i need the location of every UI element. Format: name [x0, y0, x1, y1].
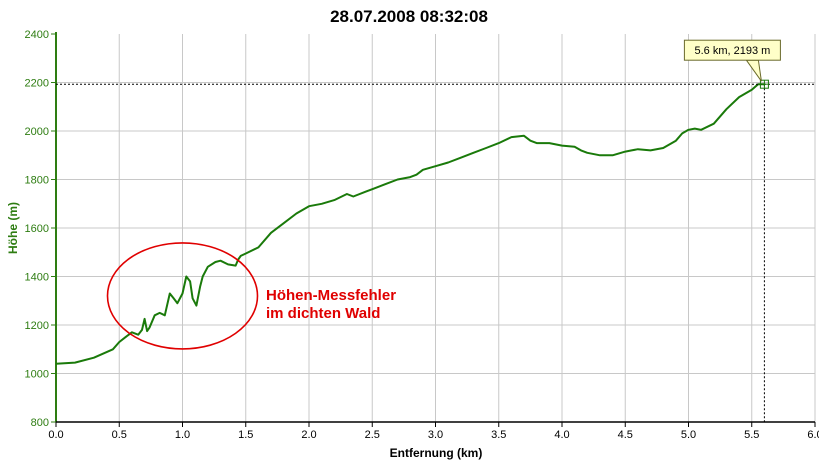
y-tick-label: 1400 — [25, 272, 49, 284]
x-tick-label: 0.0 — [48, 429, 63, 441]
x-tick-label: 2.5 — [365, 429, 380, 441]
y-tick-label: 1600 — [25, 223, 49, 235]
x-tick-label: 3.0 — [428, 429, 443, 441]
y-tick-label: 2000 — [25, 126, 49, 138]
x-tick-label: 5.5 — [744, 429, 759, 441]
annotation: Höhen-Messfehler im dichten Wald — [106, 242, 396, 350]
crosshair[interactable]: 5.6 km, 2193 m — [56, 39, 815, 422]
y-tick-label: 800 — [31, 417, 49, 429]
y-ticks: 800 1000 1200 1400 1600 1800 2000 2200 2400 — [25, 29, 56, 429]
tooltip-label: 5.6 km, 2193 m — [694, 45, 770, 57]
x-tick-label: 6.0 — [807, 429, 819, 441]
y-axis-label: Höhe (m) — [6, 202, 20, 254]
grid — [56, 34, 816, 422]
x-tick-label: 2.0 — [301, 429, 316, 441]
x-tick-label: 1.5 — [238, 429, 253, 441]
y-tick-label: 1000 — [25, 369, 49, 381]
x-tick-label: 5.0 — [681, 429, 696, 441]
y-tick-label: 2400 — [25, 29, 49, 41]
series-line-1 — [55, 83, 765, 365]
y-tick-label: 2200 — [25, 78, 49, 90]
tooltip-pointer — [745, 59, 762, 82]
y-tick-label: 1200 — [25, 320, 49, 332]
series-layer — [55, 83, 765, 365]
annotation-ellipse — [106, 242, 259, 350]
tooltip-box — [683, 39, 781, 61]
x-tick-label: 3.5 — [491, 429, 506, 441]
x-axis-label: Entfernung (km) — [390, 446, 483, 460]
x-tick-label: 0.5 — [112, 429, 127, 441]
annotation-line-2: im dichten Wald — [266, 305, 380, 322]
x-tick-label: 4.0 — [554, 429, 569, 441]
chart-title: 28.07.2008 08:32:08 — [330, 7, 488, 26]
x-ticks: 0.0 0.5 1.0 1.5 2.0 2.5 3.0 3.5 4.0 4.5 5.0 5.5 6.0 — [48, 422, 819, 441]
annotation-line-1: Höhen-Messfehler — [266, 287, 396, 304]
x-tick-label: 1.0 — [175, 429, 190, 441]
x-tick-label: 4.5 — [618, 429, 633, 441]
y-tick-label: 1800 — [25, 175, 49, 187]
